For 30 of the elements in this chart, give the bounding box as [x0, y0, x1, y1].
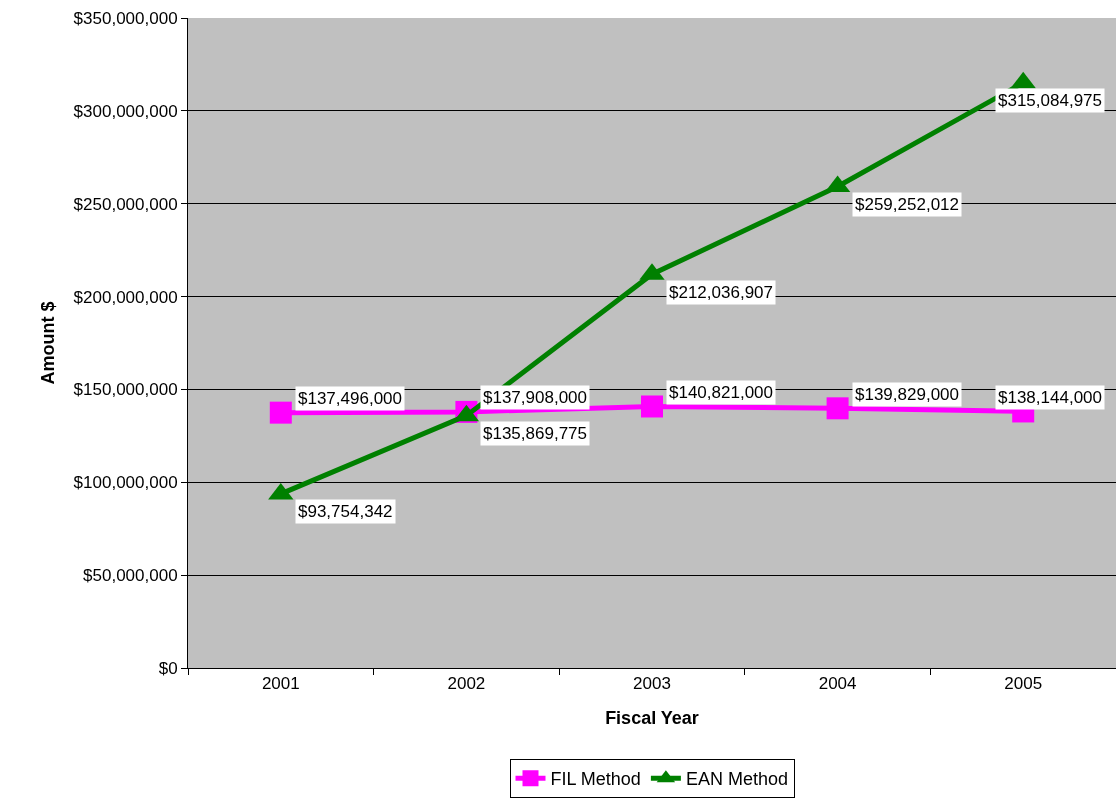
- y-tick-label: $300,000,000: [73, 101, 178, 121]
- point: [826, 397, 849, 420]
- data-label: $140,821,000: [669, 383, 773, 402]
- data-label: $212,036,907: [669, 283, 773, 302]
- data-label: $93,754,342: [298, 502, 393, 521]
- data-label: $315,084,975: [998, 91, 1102, 110]
- point: [641, 395, 663, 418]
- data-label: $135,869,775: [483, 424, 587, 443]
- data-label: $137,908,000: [483, 388, 587, 407]
- y-tick-label: $200,000,000: [73, 287, 178, 307]
- x-tick-label: 2004: [818, 674, 857, 694]
- data-label: $137,496,000: [298, 389, 402, 408]
- y-tick-label: $50,000,000: [83, 566, 178, 586]
- legend-label: EAN Method: [685, 769, 788, 790]
- y-axis-title: Amount $: [37, 301, 58, 385]
- x-tick-label: 2001: [261, 674, 300, 694]
- data-label: $138,144,000: [998, 388, 1102, 407]
- x-tick-label: 2005: [1004, 674, 1043, 694]
- point: [269, 401, 292, 424]
- y-tick-label: $0: [158, 658, 178, 678]
- y-tick-label: $350,000,000: [73, 8, 178, 28]
- data-label: $139,829,000: [855, 385, 959, 404]
- y-tick-label: $100,000,000: [73, 473, 178, 493]
- x-axis-title: Fiscal Year: [605, 707, 699, 728]
- x-tick-label: 2003: [633, 674, 671, 694]
- y-tick-label: $250,000,000: [73, 194, 178, 214]
- x-tick-label: 2002: [447, 674, 486, 694]
- legend-label: FIL Method: [550, 769, 641, 790]
- data-label: $259,252,012: [855, 195, 959, 214]
- y-tick-label: $150,000,000: [73, 380, 178, 400]
